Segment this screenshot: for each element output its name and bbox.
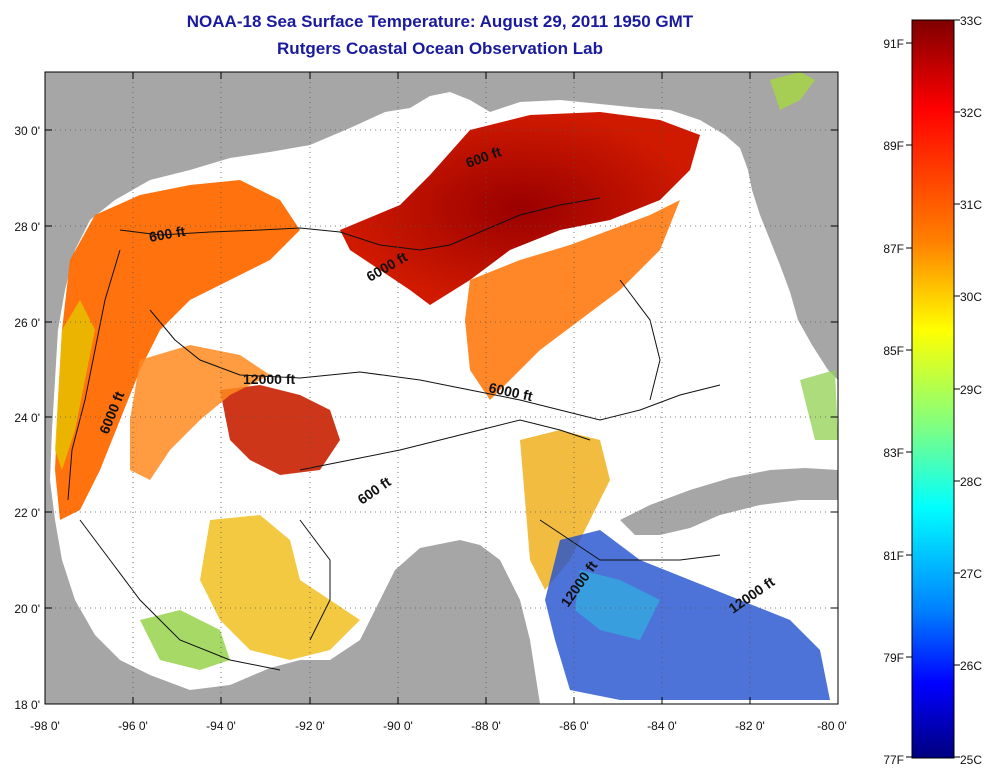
land-us-coast [45, 72, 838, 520]
land-cuba [620, 468, 838, 535]
colorbar-celsius-label: 25C [960, 753, 982, 767]
sst-cool-caribbean [545, 530, 830, 700]
map-panel: 600 ft 600 ft 6000 ft 12000 ft 6000 ft 6… [45, 72, 838, 704]
lon-tick-label: -90 0' [383, 719, 413, 733]
sst-yucatan-plume [520, 430, 610, 590]
map-border [44, 71, 839, 705]
lat-tick-label: 18 0' [14, 698, 40, 712]
lon-tick-label: -80 0' [817, 719, 847, 733]
colorbar-celsius-label: 31C [960, 198, 982, 212]
latitude-axis: 18 0' 20 0' 22 0' 24 0' 26 0' 28 0' 30 0… [14, 124, 40, 712]
contour-label-600ft-west: 600 ft [148, 223, 187, 245]
lat-tick-label: 30 0' [14, 124, 40, 138]
colorbar-fahrenheit-label: 91F [883, 37, 904, 51]
lat-tick-label: 28 0' [14, 220, 40, 234]
colorbar-celsius-label: 33C [960, 14, 982, 28]
colorbar-fahrenheit-label: 89F [883, 139, 904, 153]
sst-orange-central [130, 345, 270, 480]
colorbar-celsius-label: 30C [960, 290, 982, 304]
colorbar-celsius-label: 28C [960, 475, 982, 489]
sst-florida-strip [770, 72, 815, 110]
colorbar-fahrenheit-label: 81F [883, 549, 904, 563]
axis-ticks [44, 72, 839, 705]
colorbar-fahrenheit-label: 87F [883, 242, 904, 256]
sst-florida-keys [800, 370, 838, 440]
sst-orange-north [465, 200, 680, 400]
land-mexico [45, 520, 540, 704]
colorbar-celsius-label: 26C [960, 659, 982, 673]
lon-tick-label: -84 0' [647, 719, 677, 733]
contour-label-12000ft-central: 12000 ft [243, 371, 295, 387]
sst-yellow-west [55, 300, 95, 470]
lon-tick-label: -98 0' [30, 719, 60, 733]
lat-tick-label: 20 0' [14, 602, 40, 616]
bathymetry-contours [67, 197, 721, 671]
lat-tick-label: 24 0' [14, 411, 40, 425]
lon-tick-label: -94 0' [206, 719, 236, 733]
map-subtitle: Rutgers Coastal Ocean Observation Lab [277, 39, 603, 58]
sst-warm-west [55, 180, 300, 520]
colorbar-fahrenheit-label: 77F [883, 753, 904, 767]
colorbar-celsius-label: 27C [960, 567, 982, 581]
map-title: NOAA-18 Sea Surface Temperature: August … [186, 12, 694, 31]
colorbar: 33C 32C 31C 30C 29C 28C 27C 26C 25C 91F … [883, 14, 982, 767]
lat-tick-label: 22 0' [14, 506, 40, 520]
lon-tick-label: -88 0' [471, 719, 501, 733]
graticule [45, 72, 838, 704]
sst-yellow-south [200, 515, 360, 660]
lon-tick-label: -86 0' [559, 719, 589, 733]
colorbar-celsius-label: 32C [960, 106, 982, 120]
sst-green-south [140, 610, 230, 670]
lon-tick-label: -82 0' [735, 719, 765, 733]
colorbar-fahrenheit-label: 79F [883, 651, 904, 665]
colorbar-celsius-label: 29C [960, 383, 982, 397]
lat-tick-label: 26 0' [14, 316, 40, 330]
lon-tick-label: -96 0' [118, 719, 148, 733]
colorbar-fahrenheit-label: 85F [883, 344, 904, 358]
sst-hot-north [340, 112, 700, 305]
colorbar-fahrenheit-label: 83F [883, 446, 904, 460]
sst-cyan-caribbean [575, 570, 660, 640]
lon-tick-label: -92 0' [295, 719, 325, 733]
longitude-axis: -98 0' -96 0' -94 0' -92 0' -90 0' -88 0… [30, 719, 847, 733]
colorbar-gradient [911, 19, 955, 759]
